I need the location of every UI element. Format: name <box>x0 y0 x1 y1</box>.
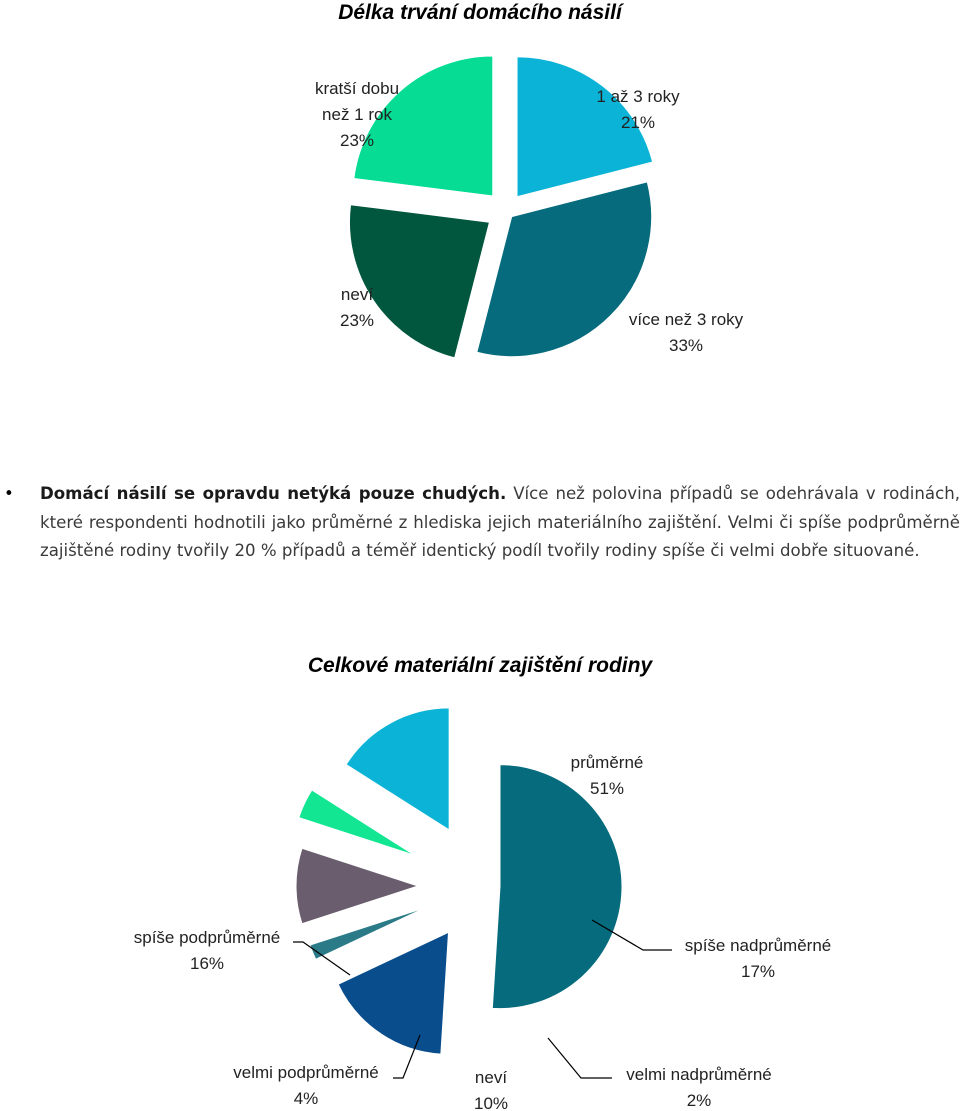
pie-slice-nevi <box>348 204 491 359</box>
leader-line-spise-nadprumerne <box>591 919 672 951</box>
data-label-spise-podprumerne: spíše podprůměrné 16% <box>134 928 280 973</box>
leader-line-spise-podprumerne <box>293 941 351 976</box>
data-label-velmi-nadprumerne: velmi nadprůměrné 2% <box>626 1065 772 1110</box>
paragraph: • Domácí násilí se opravdu netýká pouze … <box>0 480 960 566</box>
data-label-nevi: neví 23% <box>340 285 374 330</box>
pie-chart-material: průměrné 51% spíše nadprůměrné 17% velmi nad… <box>134 707 831 1111</box>
pie-slice-kratsi-dobu-nez-1-rok <box>353 55 494 197</box>
pie-chart-duration: 1 až 3 roky 21% více než 3 roky 33% neví 23% k… <box>315 55 744 359</box>
pie-slice-velmi-nadprumerne <box>309 906 427 960</box>
pie-slice-prumerne <box>491 764 623 1010</box>
leader-line-velmi-podprumerne <box>393 1034 421 1079</box>
pie-slice-spise-podprumerne <box>345 707 450 831</box>
pie-slice-velmi-podprumerne <box>298 789 416 856</box>
chart-title-material: Celkové materiální zajištění rodiny <box>307 654 653 677</box>
data-label-prumerne: průměrné 51% <box>571 753 644 798</box>
paragraph-text: Domácí násilí se opravdu netýká pouze ch… <box>40 480 960 566</box>
data-label-1-az-3-roky: 1 až 3 roky 21% <box>596 87 680 132</box>
pie-slice-1-az-3-roky <box>516 56 654 198</box>
data-label-vice-nez-3-roky: více než 3 roky 33% <box>629 310 744 355</box>
data-label-spise-nadprumerne: spíše nadprůměrné 17% <box>685 936 831 981</box>
data-label-kratsi-dobu-nez-1-rok: kratší dobu než 1 rok 23% <box>315 79 399 150</box>
paragraph-lead: Domácí násilí se opravdu netýká pouze ch… <box>40 484 507 503</box>
leader-line-velmi-nadprumerne <box>547 1037 612 1079</box>
data-label-velmi-podprumerne: velmi podprůměrné 4% <box>233 1063 379 1108</box>
paragraph-body: Více než polovina případů se odehrávala … <box>40 484 960 560</box>
bullet-icon: • <box>4 484 14 503</box>
chart-title-duration: Délka trvání domácího násilí <box>338 1 622 24</box>
data-label-nevi: neví 10% <box>474 1068 508 1111</box>
pie-slice-nevi <box>295 847 420 925</box>
pie-slice-spise-nadprumerne <box>337 931 450 1055</box>
pie-slice-vice-nez-3-roky <box>476 181 653 358</box>
